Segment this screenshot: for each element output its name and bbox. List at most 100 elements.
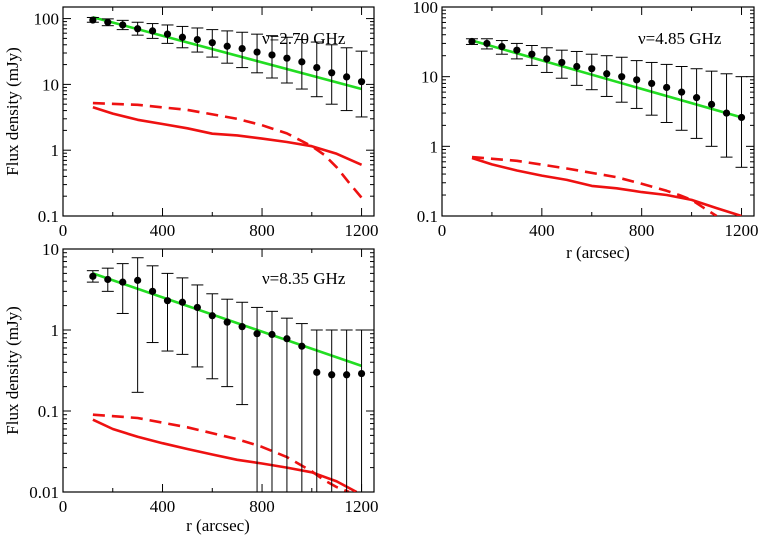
x-tick-label: 0 — [438, 221, 447, 240]
data-point — [163, 30, 172, 38]
y-tick-label: 10 — [421, 68, 438, 87]
data-point — [208, 312, 216, 320]
x-tick-label: 800 — [249, 497, 275, 516]
data-point — [148, 27, 157, 35]
x-tick-label: 400 — [150, 221, 176, 240]
data-point — [707, 100, 716, 108]
data-point — [104, 18, 112, 26]
data-point — [238, 323, 246, 331]
data-point — [298, 58, 306, 66]
plot-marks — [86, 257, 368, 492]
series-model-solid — [471, 156, 742, 216]
y-tick-label: 1 — [51, 321, 60, 340]
x-axis-title: r (arcsec) — [566, 243, 630, 262]
data-point — [543, 55, 551, 63]
data-point — [692, 94, 701, 102]
y-tick-label: 0.01 — [29, 483, 59, 502]
data-point — [134, 276, 142, 284]
data-point — [223, 318, 231, 326]
data-point — [558, 58, 566, 67]
y-tick-label: 10 — [42, 75, 59, 94]
data-point — [357, 369, 366, 378]
series-model-dashed — [471, 155, 718, 216]
data-point — [328, 69, 336, 77]
y-tick-label: 10 — [42, 240, 59, 259]
x-tick-label: 0 — [59, 497, 68, 516]
plot-marks — [86, 15, 368, 199]
data-point — [573, 62, 581, 71]
data-point — [223, 42, 231, 50]
data-point — [238, 44, 246, 53]
y-axis-title: Flux density (mJy) — [3, 47, 22, 175]
plot-frame — [62, 6, 375, 217]
y-tick-label: 0.1 — [38, 207, 59, 226]
data-point — [328, 371, 336, 379]
plot-frame — [441, 6, 755, 217]
x-tick-label: 800 — [249, 221, 275, 240]
data-point — [104, 275, 112, 284]
data-point — [528, 50, 536, 58]
data-point — [513, 46, 521, 54]
data-point — [178, 298, 187, 306]
data-point — [498, 43, 506, 51]
axis-ticks: 0 400 800 1200 0.1 1 10 100 — [413, 0, 759, 240]
frequency-annotation: ν=4.85 GHz — [638, 29, 722, 48]
data-point — [193, 35, 201, 44]
data-point — [89, 272, 97, 280]
y-tick-label: 1 — [430, 137, 439, 156]
data-point — [253, 48, 261, 56]
y-tick-label: 1 — [51, 141, 60, 160]
data-point — [357, 78, 366, 86]
data-point — [268, 330, 276, 339]
frequency-annotation: ν=2.70 GHz — [262, 29, 346, 48]
data-point — [313, 368, 321, 376]
data-point — [468, 37, 476, 46]
data-point — [89, 16, 97, 24]
data-point — [268, 51, 276, 59]
series-model-solid — [92, 418, 358, 492]
panel-4-85ghz: ν=4.85 GHz r (arcsec) 0 400 800 1200 0.1 1 10 1… — [413, 0, 759, 262]
data-point — [633, 76, 641, 84]
x-tick-label: 1200 — [345, 497, 379, 516]
data-point — [737, 113, 746, 122]
data-point — [343, 371, 351, 379]
data-point — [283, 54, 291, 62]
data-point — [678, 88, 686, 96]
data-point — [722, 109, 731, 117]
y-tick-label: 0.1 — [417, 207, 438, 226]
series-model-dashed — [92, 413, 350, 492]
plot-frame — [62, 248, 375, 493]
data-point — [163, 297, 172, 305]
x-tick-label: 400 — [150, 497, 176, 516]
x-tick-label: 0 — [59, 221, 68, 240]
x-axis-title: r (arcsec) — [186, 516, 250, 535]
data-point — [208, 39, 216, 47]
panel-8-35ghz: ν=8.35 GHz Flux density (mJy) r (arcsec)… — [3, 240, 379, 535]
y-tick-label: 100 — [34, 10, 60, 29]
data-point — [603, 70, 611, 78]
data-point — [193, 303, 201, 312]
axis-ticks: 0 400 800 1200 0.1 1 10 100 — [34, 7, 379, 240]
panel-2-70ghz: ν=2.70 GHz Flux density (mJy) 0 400 800 120… — [3, 6, 379, 240]
data-point — [313, 63, 321, 72]
data-point — [134, 25, 142, 33]
series-model-solid — [92, 105, 363, 166]
data-point — [343, 73, 351, 81]
series-model-dashed — [92, 101, 363, 199]
data-point — [283, 335, 291, 343]
data-point — [648, 79, 656, 88]
data-point — [178, 33, 187, 41]
plot-marks — [465, 37, 748, 216]
x-tick-label: 800 — [629, 221, 655, 240]
data-point — [148, 287, 157, 295]
data-point — [483, 39, 491, 48]
data-point — [119, 278, 127, 286]
data-point — [618, 73, 626, 81]
frequency-annotation: ν=8.35 GHz — [262, 269, 346, 288]
y-tick-label: 0.1 — [38, 402, 59, 421]
x-tick-label: 1200 — [725, 221, 759, 240]
data-point — [588, 65, 596, 73]
y-axis-title: Flux density (mJy) — [3, 306, 22, 434]
data-point — [253, 330, 261, 338]
